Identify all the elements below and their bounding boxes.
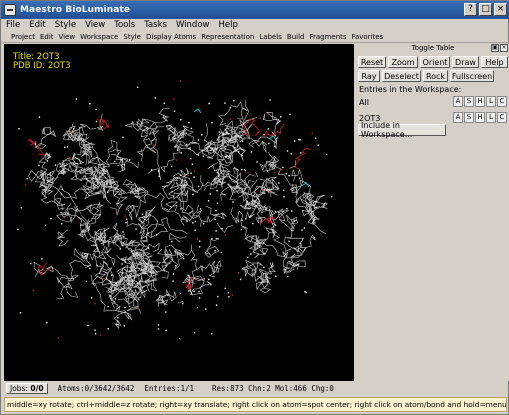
entries-status: Entries:1/1 [144, 384, 195, 393]
toggle-table-header[interactable]: Toggle Table ▣ × [356, 44, 509, 54]
toolbar-favorites[interactable]: Favorites [351, 32, 384, 41]
structure-title: Title: 2OT3 [13, 52, 60, 62]
molecule-oxygen-bonds [27, 117, 311, 292]
toolbar-representation[interactable]: Representation [201, 32, 255, 41]
toggle-table-label[interactable]: Toggle Table [411, 44, 455, 52]
jobs-count: 0/0 [30, 384, 44, 393]
draw-button[interactable]: Draw [452, 56, 479, 68]
entry-style-h-button[interactable]: H [475, 112, 485, 123]
toolbar-project[interactable]: Project [11, 32, 35, 41]
deselect-button[interactable]: Deselect [382, 70, 421, 82]
status-bar: Jobs: 0/0 Atoms:0/3642/3642 Entries:1/1 … [1, 382, 509, 395]
residues-status: Res:873 Chn:2 Mol:466 Chg:0 [212, 384, 334, 393]
all-style-c-button[interactable]: C [497, 96, 507, 107]
entry-style-s-button[interactable]: S [464, 112, 474, 123]
workspace-viewport[interactable]: Title: 2OT3 PDB ID: 2OT3 [4, 44, 354, 381]
menu-edit[interactable]: Edit [29, 20, 46, 30]
float-panel-icon[interactable]: ▣ [491, 44, 499, 52]
close-panel-icon[interactable]: × [500, 44, 508, 52]
molecule-structure [17, 80, 333, 340]
toolbar-view[interactable]: View [58, 32, 76, 41]
menu-view[interactable]: View [85, 20, 106, 30]
entry-style-l-button[interactable]: L [486, 112, 496, 123]
menu-window[interactable]: Window [175, 20, 210, 30]
toolbar-build[interactable]: Build [286, 32, 305, 41]
molecule-highlight-bonds [193, 108, 310, 188]
title-bar: Maestro BioLuminate ? □ × [1, 1, 509, 19]
menu-bar: File Edit Style View Tools Tasks Window … [1, 19, 509, 31]
structure-pdb-id: PDB ID: 2OT3 [13, 61, 71, 71]
menu-style[interactable]: Style [54, 20, 77, 30]
zoom-button[interactable]: Zoom [388, 56, 418, 68]
menu-help[interactable]: Help [218, 20, 238, 30]
rock-button[interactable]: Rock [423, 70, 448, 82]
help-button[interactable]: Help [481, 56, 508, 68]
jobs-button[interactable]: Jobs: 0/0 [6, 383, 48, 394]
toolbar-edit[interactable]: Edit [39, 32, 54, 41]
toolbar-display-atoms[interactable]: Display Atoms [146, 32, 197, 41]
toolbar-style[interactable]: Style [123, 32, 141, 41]
fullscreen-button[interactable]: Fullscreen [450, 70, 494, 82]
toolbar-fragments[interactable]: Fragments [309, 32, 347, 41]
jobs-label: Jobs: [10, 384, 28, 393]
app-menu-icon[interactable] [4, 4, 16, 16]
entry-style-a-button[interactable]: A [453, 112, 463, 123]
all-style-h-button[interactable]: H [475, 96, 485, 107]
workspace-panel: Toggle Table ▣ × Reset Zoom Orient Draw H… [356, 44, 509, 381]
atoms-status: Atoms:0/3642/3642 [57, 384, 135, 393]
window-title: Maestro BioLuminate [20, 5, 131, 15]
water-atoms [17, 80, 333, 340]
include-in-workspace-button[interactable]: Include in Workspace... [358, 121, 446, 139]
reset-button[interactable]: Reset [358, 56, 386, 68]
close-button[interactable]: × [494, 3, 507, 16]
entries-label: Entries in the Workspace: [359, 85, 462, 94]
molecule-bonds [28, 100, 328, 330]
entry-style-c-button[interactable]: C [497, 112, 507, 123]
toolbar: Project Edit View Workspace Style Displa… [1, 31, 509, 43]
all-style-l-button[interactable]: L [486, 96, 496, 107]
ray-button[interactable]: Ray [358, 70, 380, 82]
toolbar-workspace[interactable]: Workspace [80, 32, 119, 41]
all-style-s-button[interactable]: S [464, 96, 474, 107]
menu-tools[interactable]: Tools [114, 20, 136, 30]
all-style-a-button[interactable]: A [453, 96, 463, 107]
all-entries-label: All [359, 98, 369, 107]
orient-button[interactable]: Orient [420, 56, 450, 68]
menu-file[interactable]: File [6, 20, 21, 30]
menu-tasks[interactable]: Tasks [144, 20, 167, 30]
maximize-button[interactable]: □ [479, 3, 492, 16]
toolbar-labels[interactable]: Labels [259, 32, 282, 41]
help-window-button[interactable]: ? [464, 3, 477, 16]
mouse-hint-bar: middle=xy rotate; ctrl+middle=z rotate; … [4, 397, 507, 412]
entry-name[interactable]: 2OT3 [359, 114, 381, 123]
